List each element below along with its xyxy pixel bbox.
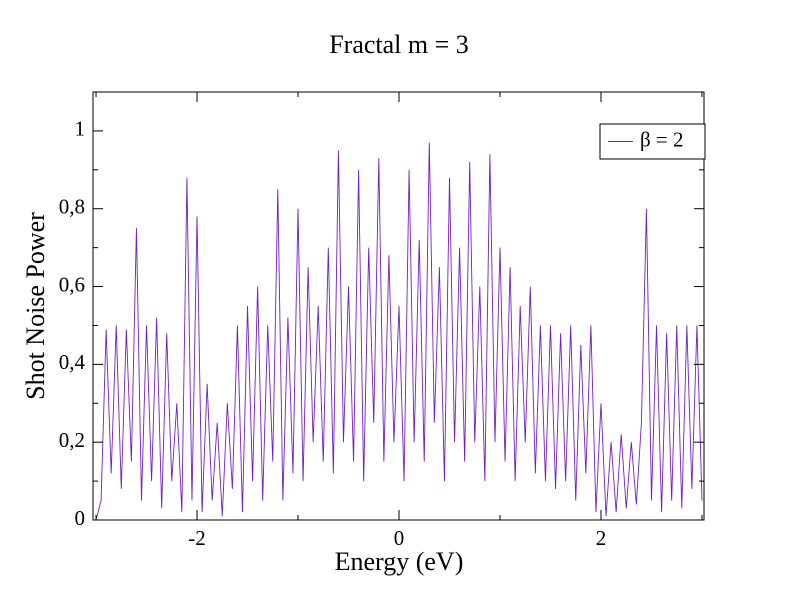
y-axis-label: Shot Noise Power — [21, 212, 50, 400]
y-tick-label: 1 — [75, 117, 86, 141]
legend: β = 2 — [599, 123, 706, 160]
x-tick-label: -2 — [188, 526, 206, 550]
y-tick-label: 0 — [75, 506, 86, 530]
chart-title: Fractal m = 3 — [329, 30, 469, 59]
x-axis-label: Energy (eV) — [335, 547, 464, 576]
legend-label: β = 2 — [640, 127, 684, 151]
x-tick-label: 0 — [394, 526, 405, 550]
y-tick-label: 0,8 — [59, 195, 85, 219]
data-line — [95, 142, 703, 520]
y-tick-label: 0,2 — [59, 428, 85, 452]
y-tick-label: 0,6 — [59, 272, 85, 296]
plot-frame — [92, 91, 705, 521]
x-tick-label: 2 — [596, 526, 607, 550]
y-tick-label: 0,4 — [59, 350, 86, 374]
plot — [95, 142, 703, 520]
